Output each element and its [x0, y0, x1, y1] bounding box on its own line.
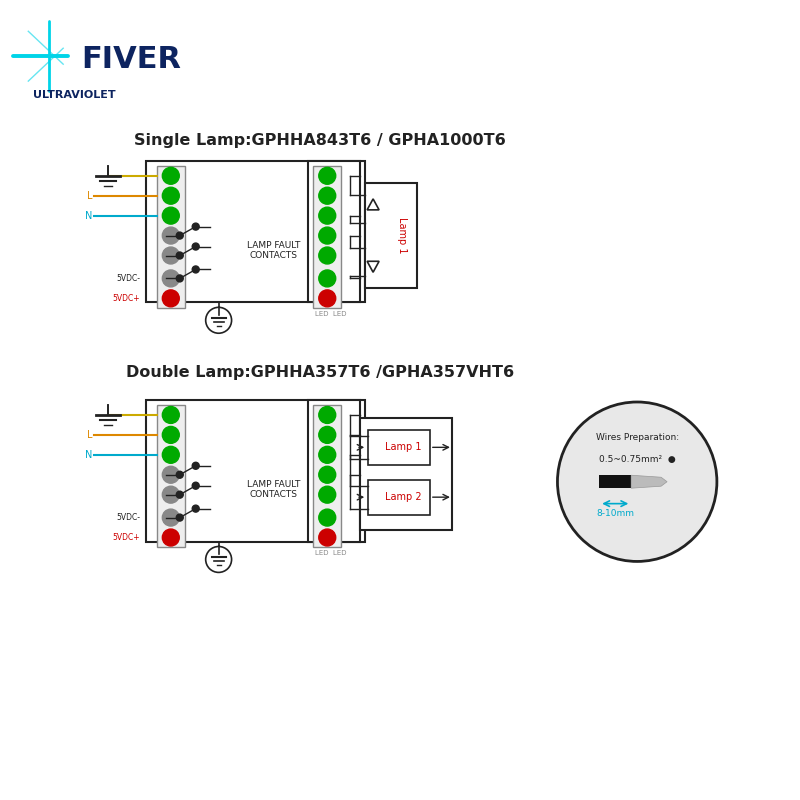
Circle shape: [176, 275, 183, 282]
Circle shape: [318, 167, 336, 184]
Text: LAMP FAULT
CONTACTS: LAMP FAULT CONTACTS: [246, 241, 300, 260]
FancyBboxPatch shape: [308, 161, 360, 302]
Circle shape: [192, 462, 199, 470]
Text: Lamp 2: Lamp 2: [385, 492, 422, 502]
Circle shape: [162, 529, 179, 546]
Text: FIVER: FIVER: [81, 45, 181, 74]
Circle shape: [318, 426, 336, 443]
Text: 5VDC+: 5VDC+: [112, 533, 140, 542]
Text: 5VDC-: 5VDC-: [116, 274, 140, 283]
FancyBboxPatch shape: [308, 400, 360, 542]
Text: ULTRAVIOLET: ULTRAVIOLET: [34, 90, 116, 100]
Text: N: N: [85, 450, 92, 460]
Circle shape: [162, 486, 179, 503]
Polygon shape: [367, 262, 379, 272]
Circle shape: [162, 167, 179, 184]
Text: Lamp 1: Lamp 1: [385, 442, 422, 452]
Circle shape: [176, 252, 183, 259]
FancyBboxPatch shape: [368, 480, 430, 514]
Text: 0.5~0.75mm²  ●: 0.5~0.75mm² ●: [598, 455, 675, 464]
Circle shape: [162, 270, 179, 287]
FancyBboxPatch shape: [360, 418, 452, 530]
Circle shape: [318, 270, 336, 287]
Circle shape: [318, 187, 336, 204]
Circle shape: [318, 466, 336, 483]
FancyBboxPatch shape: [368, 430, 430, 465]
Text: 5VDC-: 5VDC-: [116, 513, 140, 522]
FancyBboxPatch shape: [599, 475, 631, 488]
Circle shape: [162, 187, 179, 204]
Text: L: L: [86, 190, 92, 201]
Circle shape: [318, 290, 336, 307]
Circle shape: [192, 482, 199, 489]
Text: Single Lamp:GPHHA843T6 / GPHA1000T6: Single Lamp:GPHHA843T6 / GPHA1000T6: [134, 134, 506, 149]
Circle shape: [162, 406, 179, 423]
Circle shape: [162, 227, 179, 244]
Text: N: N: [85, 210, 92, 221]
Circle shape: [318, 486, 336, 503]
Circle shape: [162, 247, 179, 264]
Circle shape: [558, 402, 717, 562]
FancyBboxPatch shape: [146, 400, 365, 542]
Circle shape: [192, 505, 199, 512]
Circle shape: [176, 514, 183, 521]
Circle shape: [318, 529, 336, 546]
Circle shape: [192, 223, 199, 230]
Polygon shape: [367, 199, 379, 210]
Text: LAMP FAULT
CONTACTS: LAMP FAULT CONTACTS: [246, 480, 300, 499]
Circle shape: [162, 446, 179, 463]
FancyBboxPatch shape: [157, 166, 185, 308]
Circle shape: [176, 491, 183, 498]
Circle shape: [162, 426, 179, 443]
Circle shape: [318, 247, 336, 264]
FancyBboxPatch shape: [365, 182, 417, 288]
Circle shape: [162, 509, 179, 526]
Circle shape: [162, 290, 179, 307]
Text: L: L: [86, 430, 92, 440]
Text: 5VDC+: 5VDC+: [112, 294, 140, 303]
Circle shape: [318, 227, 336, 244]
Circle shape: [318, 406, 336, 423]
Circle shape: [318, 509, 336, 526]
Text: Wires Preparation:: Wires Preparation:: [596, 434, 678, 442]
Circle shape: [318, 446, 336, 463]
FancyBboxPatch shape: [146, 161, 365, 302]
Text: Double Lamp:GPHHA357T6 /GPHA357VHT6: Double Lamp:GPHHA357T6 /GPHA357VHT6: [126, 365, 514, 379]
Circle shape: [176, 471, 183, 478]
FancyBboxPatch shape: [314, 166, 342, 308]
Circle shape: [162, 207, 179, 224]
Circle shape: [192, 243, 199, 250]
Circle shape: [192, 266, 199, 273]
Circle shape: [318, 207, 336, 224]
Text: Lamp 1: Lamp 1: [398, 218, 407, 254]
Text: LED  LED: LED LED: [315, 550, 346, 557]
Circle shape: [162, 466, 179, 483]
Text: 8-10mm: 8-10mm: [596, 509, 634, 518]
FancyBboxPatch shape: [157, 405, 185, 547]
FancyBboxPatch shape: [314, 405, 342, 547]
Text: LED  LED: LED LED: [315, 311, 346, 318]
Polygon shape: [631, 475, 667, 488]
Circle shape: [176, 232, 183, 239]
